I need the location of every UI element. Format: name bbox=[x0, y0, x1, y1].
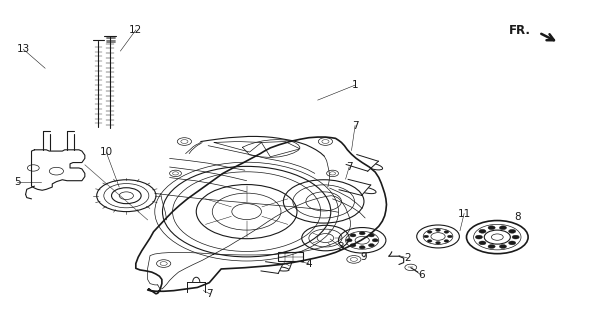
Text: 11: 11 bbox=[457, 209, 470, 219]
Text: 8: 8 bbox=[514, 212, 521, 222]
Circle shape bbox=[508, 229, 516, 233]
Circle shape bbox=[500, 226, 507, 230]
Circle shape bbox=[368, 234, 374, 237]
Circle shape bbox=[359, 246, 365, 249]
Circle shape bbox=[508, 241, 516, 245]
Text: FR.: FR. bbox=[509, 23, 531, 36]
Circle shape bbox=[479, 229, 486, 233]
Text: 9: 9 bbox=[361, 252, 367, 262]
Text: 7: 7 bbox=[346, 162, 352, 172]
Circle shape bbox=[447, 235, 452, 238]
Text: 7: 7 bbox=[207, 289, 213, 299]
Circle shape bbox=[444, 231, 449, 233]
Circle shape bbox=[488, 226, 495, 230]
Circle shape bbox=[512, 235, 519, 239]
Text: 7: 7 bbox=[286, 261, 293, 271]
Text: 6: 6 bbox=[418, 270, 425, 280]
Text: 4: 4 bbox=[305, 259, 312, 268]
Circle shape bbox=[359, 232, 365, 235]
Circle shape bbox=[435, 242, 440, 244]
Text: 3: 3 bbox=[337, 242, 343, 252]
Bar bbox=[278, 252, 303, 261]
Circle shape bbox=[424, 235, 428, 238]
Text: 5: 5 bbox=[14, 177, 21, 187]
Circle shape bbox=[427, 231, 432, 233]
Circle shape bbox=[488, 244, 495, 248]
Circle shape bbox=[444, 240, 449, 242]
Circle shape bbox=[427, 240, 432, 242]
Text: 12: 12 bbox=[129, 25, 143, 35]
Text: 10: 10 bbox=[100, 147, 113, 157]
Text: 1: 1 bbox=[352, 80, 358, 90]
Text: 7: 7 bbox=[352, 121, 358, 131]
Circle shape bbox=[350, 244, 356, 247]
Circle shape bbox=[435, 229, 440, 231]
Circle shape bbox=[368, 244, 374, 247]
Circle shape bbox=[346, 239, 352, 242]
Text: 2: 2 bbox=[405, 253, 411, 263]
Circle shape bbox=[372, 239, 378, 242]
Circle shape bbox=[475, 235, 482, 239]
Circle shape bbox=[500, 244, 507, 248]
Circle shape bbox=[479, 241, 486, 245]
Circle shape bbox=[350, 234, 356, 237]
Text: 13: 13 bbox=[17, 44, 30, 54]
